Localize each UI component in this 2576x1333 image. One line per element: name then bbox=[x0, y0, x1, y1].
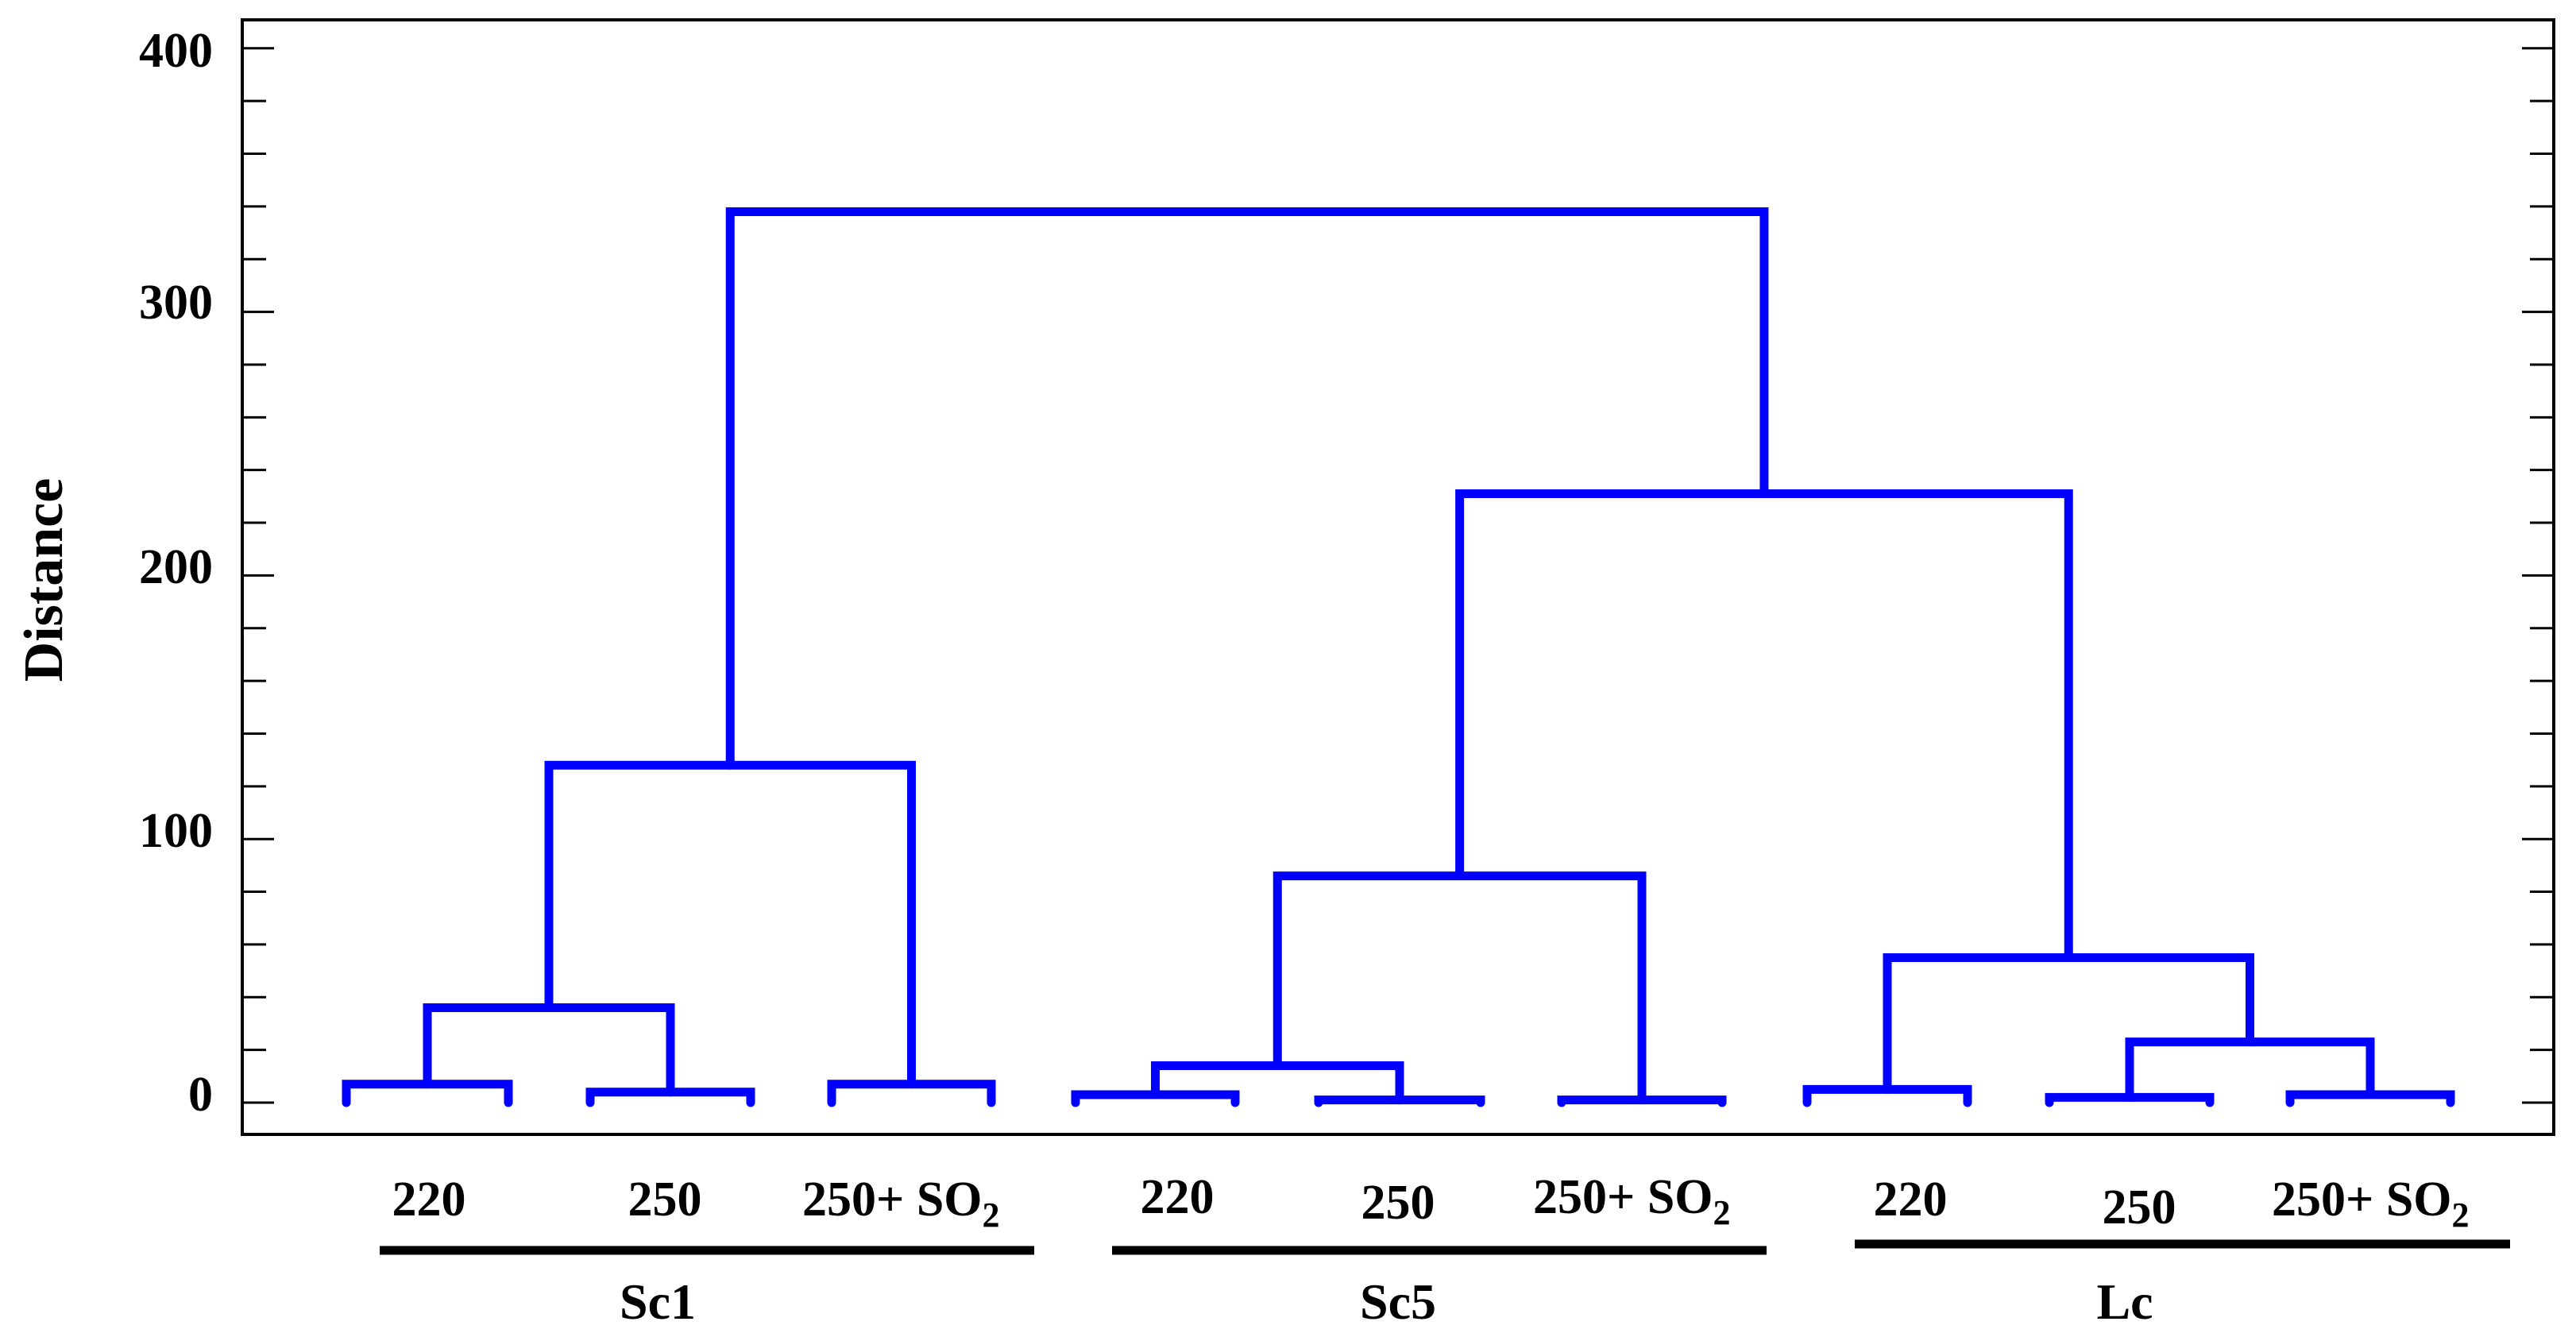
y-tick-label-0: 0 bbox=[188, 1068, 213, 1122]
group-label-sc5: Sc5 bbox=[1360, 1273, 1436, 1330]
y-axis-ticks bbox=[242, 47, 2554, 1104]
dendrogram-link-i1 bbox=[1883, 953, 2254, 1094]
dendrogram-link-c1 bbox=[544, 760, 916, 1089]
sc1-250so2-label: 250+ SO2 bbox=[802, 1173, 1000, 1234]
sc5-220-label: 220 bbox=[1141, 1170, 1215, 1224]
group-label-lc: Lc bbox=[2096, 1273, 2153, 1330]
dendrogram-links bbox=[342, 207, 2455, 1107]
dendrogram-link-b1 bbox=[423, 1003, 675, 1097]
y-tick-labels: 0 100 200 300 400 bbox=[139, 24, 213, 1122]
y-tick-label-400: 400 bbox=[139, 24, 213, 78]
y-tick-label-200: 200 bbox=[139, 540, 213, 594]
sc5-250so2-label: 250+ SO2 bbox=[1533, 1170, 1731, 1232]
treatment-labels: 220 250 250+ SO2 220 250 250+ SO2 220 25… bbox=[392, 1170, 2470, 1234]
sc5-250-label: 250 bbox=[1361, 1176, 1435, 1230]
y-tick-label-300: 300 bbox=[139, 276, 213, 330]
plot-frame bbox=[241, 18, 2555, 1136]
dendrogram-link-k1 bbox=[725, 207, 1769, 770]
sc1-220-label: 220 bbox=[392, 1173, 466, 1227]
lc-250so2-label: 250+ SO2 bbox=[2272, 1173, 2470, 1234]
y-tick-label-100: 100 bbox=[139, 804, 213, 858]
lc-220-label: 220 bbox=[1874, 1173, 1948, 1227]
lc-250-label: 250 bbox=[2103, 1180, 2176, 1234]
dendrogram-link-j1 bbox=[1455, 489, 2073, 963]
dendrogram-link-h1 bbox=[2125, 1037, 2375, 1102]
sc1-250-label: 250 bbox=[628, 1173, 702, 1227]
group-label-sc1: Sc1 bbox=[620, 1273, 696, 1330]
y-axis-title: Distance bbox=[14, 478, 75, 682]
